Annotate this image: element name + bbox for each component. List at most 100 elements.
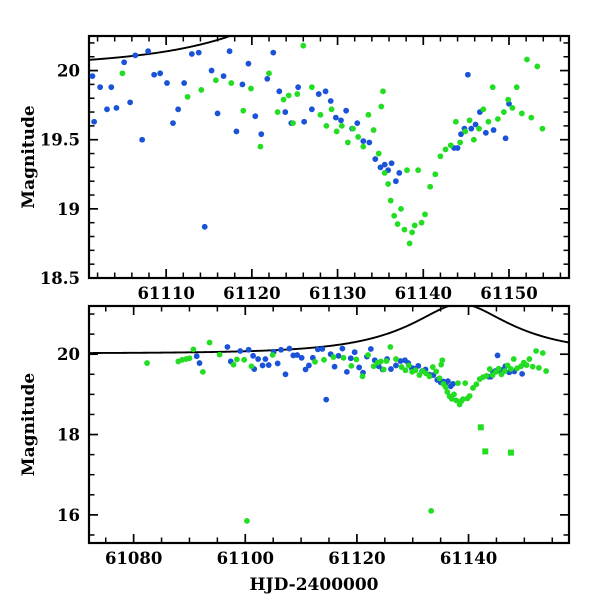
data-marker (510, 356, 517, 362)
data-point (365, 352, 371, 358)
data-marker (282, 109, 289, 115)
data-point (466, 117, 473, 124)
data-point (184, 93, 191, 100)
data-marker (372, 156, 379, 162)
data-marker (119, 70, 126, 77)
data-point (494, 116, 501, 122)
data-point (350, 125, 356, 132)
data-marker (505, 96, 512, 103)
data-marker (332, 114, 339, 121)
data-marker (330, 354, 337, 360)
data-marker (338, 122, 345, 129)
data-point (196, 360, 203, 366)
data-point (195, 49, 202, 56)
data-marker (298, 354, 305, 361)
data-marker (121, 59, 128, 66)
data-point (308, 84, 315, 91)
data-point (387, 344, 394, 350)
data-marker (524, 56, 530, 63)
data-point (339, 345, 346, 352)
data-marker (427, 183, 434, 190)
data-point (214, 110, 221, 117)
data-point (188, 51, 195, 57)
data-marker (378, 103, 385, 110)
data-marker (482, 129, 489, 136)
data-marker (391, 212, 398, 219)
data-marker (139, 136, 146, 143)
data-marker (343, 107, 350, 114)
data-marker (473, 381, 480, 388)
x-axis-ticks: 61080 61100 61120 61140 (105, 306, 554, 568)
data-point (208, 67, 215, 74)
y-tick-label: 19 (57, 200, 80, 219)
data-marker (398, 364, 405, 370)
data-point (526, 356, 533, 362)
data-marker (216, 351, 223, 358)
data-point (466, 393, 473, 399)
data-point (164, 80, 170, 86)
data-marker (387, 197, 394, 204)
data-marker (328, 106, 335, 113)
data-marker (468, 125, 475, 132)
data-marker (343, 368, 350, 375)
data-point (427, 183, 434, 190)
data-marker (378, 358, 384, 365)
data-marker (370, 127, 377, 133)
model-curve (89, 306, 569, 354)
data-marker (175, 106, 182, 113)
data-marker (483, 372, 490, 379)
data-point (437, 153, 444, 160)
data-point (360, 143, 367, 150)
data-marker (381, 170, 388, 176)
data-marker (543, 368, 550, 374)
data-point (331, 363, 338, 370)
data-point (472, 121, 479, 128)
data-marker (365, 111, 372, 118)
data-marker (228, 80, 235, 86)
data-point (269, 352, 276, 358)
data-marker (348, 362, 355, 369)
data-point (157, 70, 164, 77)
data-marker (127, 99, 134, 106)
data-marker (339, 345, 346, 352)
data-point (306, 362, 312, 369)
data-marker (495, 365, 502, 372)
data-point (233, 128, 240, 135)
data-point (319, 346, 326, 352)
data-marker (359, 373, 366, 380)
data-marker (234, 356, 240, 363)
data-marker (186, 355, 193, 362)
data-marker (472, 121, 479, 128)
data-point (285, 92, 292, 99)
data-marker (432, 171, 439, 178)
data-marker (351, 349, 358, 356)
data-point (89, 73, 96, 80)
data-point (314, 346, 321, 353)
data-point (216, 351, 223, 358)
data-marker (201, 223, 208, 230)
data-marker (370, 363, 377, 370)
data-point (198, 87, 205, 93)
data-point (483, 372, 490, 379)
data-point (393, 362, 399, 369)
data-marker (375, 150, 382, 157)
data-marker (230, 361, 237, 368)
data-marker (198, 87, 205, 93)
data-marker (193, 353, 200, 360)
data-marker (485, 118, 492, 125)
data-point (328, 106, 335, 113)
data-marker (388, 366, 394, 372)
data-marker (97, 84, 104, 91)
data-point (380, 88, 386, 95)
data-point (91, 118, 98, 125)
data-marker (451, 391, 457, 398)
data-marker (393, 362, 399, 369)
data-point (315, 91, 322, 97)
data-point (226, 48, 233, 55)
data-point (190, 346, 197, 353)
data-point (108, 84, 115, 91)
data-point (523, 362, 530, 368)
data-marker (300, 42, 307, 49)
